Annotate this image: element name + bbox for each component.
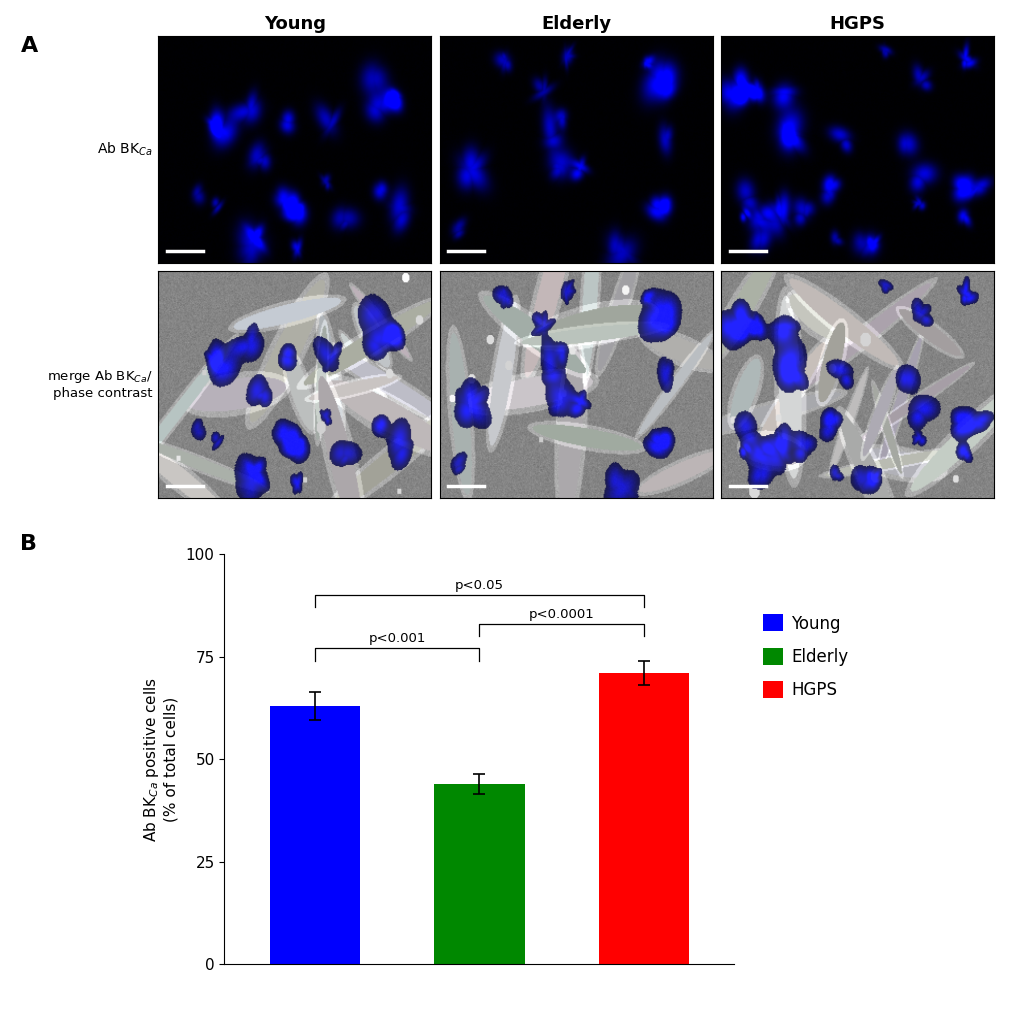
Title: HGPS: HGPS <box>829 15 884 33</box>
Bar <box>269 706 360 964</box>
Text: p<0.0001: p<0.0001 <box>528 607 594 621</box>
Title: Young: Young <box>264 15 325 33</box>
Text: p<0.001: p<0.001 <box>368 632 425 645</box>
Text: Ab BK$_{Ca}$: Ab BK$_{Ca}$ <box>98 141 153 158</box>
Text: A: A <box>20 36 38 55</box>
Title: Elderly: Elderly <box>541 15 610 33</box>
Text: B: B <box>20 534 38 553</box>
Text: p<0.05: p<0.05 <box>454 579 503 592</box>
Text: merge Ab BK$_{Ca}$/
phase contrast: merge Ab BK$_{Ca}$/ phase contrast <box>47 368 153 400</box>
Legend: Young, Elderly, HGPS: Young, Elderly, HGPS <box>762 615 848 699</box>
Bar <box>434 784 524 964</box>
Bar <box>598 673 689 964</box>
Y-axis label: Ab BK$_{Ca}$ positive cells
(% of total cells): Ab BK$_{Ca}$ positive cells (% of total … <box>143 677 178 841</box>
